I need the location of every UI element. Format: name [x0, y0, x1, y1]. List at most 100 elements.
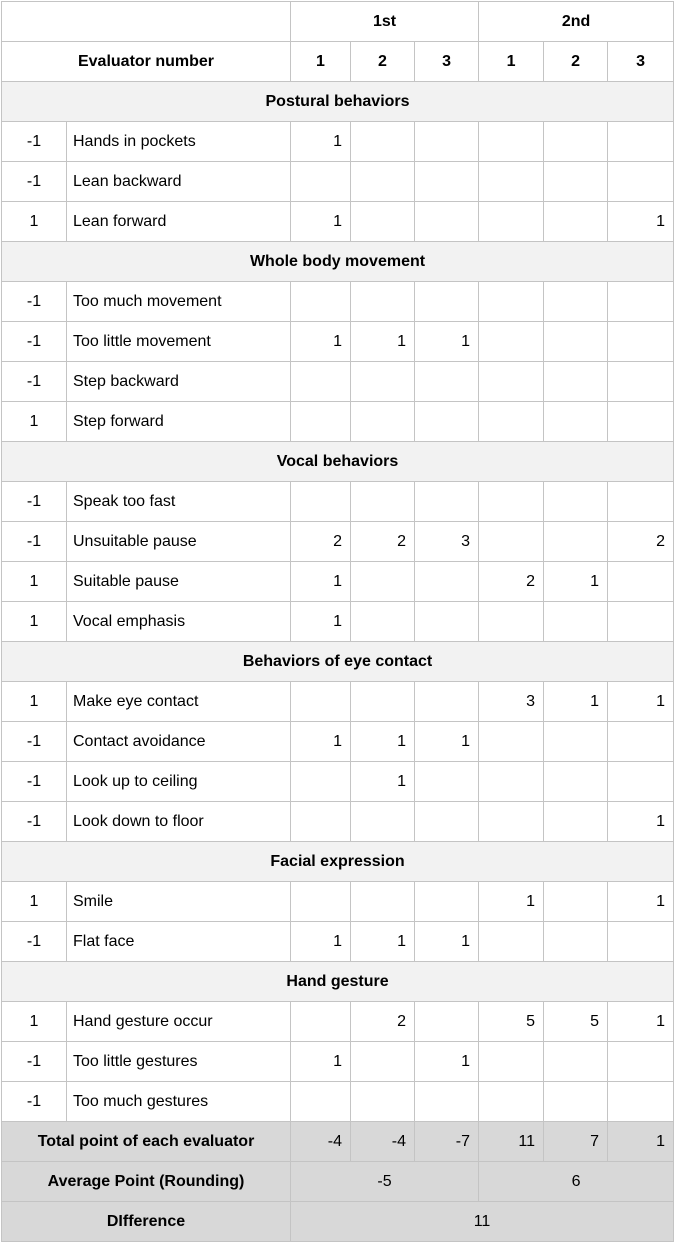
section-header-row: Vocal behaviors	[0, 441, 674, 482]
weight-cell: -1	[1, 921, 67, 962]
score-cell	[543, 761, 609, 802]
score-cell: 1	[413, 921, 480, 962]
table-footer: Total point of each evaluator -4 -4 -7 1…	[1, 1121, 674, 1242]
score-cell	[413, 681, 480, 722]
score-cell: 1	[607, 681, 674, 722]
score-cell	[290, 761, 351, 802]
score-cell	[543, 1041, 609, 1082]
score-cell: 1	[290, 921, 351, 962]
score-cell	[607, 1041, 674, 1082]
score-cell: 5	[478, 1001, 545, 1042]
score-cell: 1	[607, 1001, 674, 1042]
behavior-label: Look up to ceiling	[66, 761, 291, 802]
score-cell	[350, 601, 415, 642]
score-cell: 1	[290, 601, 351, 642]
behavior-label: Too much movement	[66, 281, 291, 322]
score-cell: 1	[607, 201, 674, 242]
score-cell: 1	[350, 321, 415, 362]
score-cell	[478, 1041, 545, 1082]
behavior-row: 1 Vocal emphasis 1	[1, 601, 674, 642]
score-cell	[543, 1081, 609, 1122]
behavior-label: Make eye contact	[66, 681, 291, 722]
behavior-row: -1 Look up to ceiling 1	[1, 761, 674, 802]
score-cell	[607, 401, 674, 442]
weight-cell: -1	[1, 361, 67, 402]
score-cell	[543, 881, 609, 922]
score-cell	[543, 161, 609, 202]
behavior-row: -1 Too much movement	[1, 281, 674, 322]
score-cell	[543, 321, 609, 362]
score-cell: 1	[543, 561, 609, 602]
score-cell	[478, 921, 545, 962]
behavior-label: Hand gesture occur	[66, 1001, 291, 1042]
total-cell: -4	[350, 1121, 415, 1162]
behavior-row: -1 Look down to floor 1	[1, 801, 674, 842]
weight-cell: -1	[1, 1081, 67, 1122]
score-cell	[543, 801, 609, 842]
score-cell	[543, 721, 609, 762]
score-cell	[478, 601, 545, 642]
behavior-label: Unsuitable pause	[66, 521, 291, 562]
behavior-row: -1 Contact avoidance 1 1 1	[1, 721, 674, 762]
behavior-row: -1 Speak too fast	[1, 481, 674, 522]
section-title: Hand gesture	[0, 961, 674, 1002]
weight-cell: 1	[1, 401, 67, 442]
score-cell: 1	[543, 681, 609, 722]
difference-row: DIfference 11	[1, 1201, 674, 1242]
weight-cell: 1	[1, 1001, 67, 1042]
score-cell	[413, 761, 480, 802]
weight-cell: 1	[1, 881, 67, 922]
score-cell	[543, 361, 609, 402]
score-cell	[607, 1081, 674, 1122]
section-title: Vocal behaviors	[0, 441, 674, 482]
score-cell	[350, 161, 415, 202]
score-cell	[290, 361, 351, 402]
behavior-label: Hands in pockets	[66, 121, 291, 162]
score-cell	[478, 761, 545, 802]
behavior-row: 1 Smile 1 1	[1, 881, 674, 922]
score-cell	[478, 801, 545, 842]
score-cell	[413, 281, 480, 322]
score-cell	[413, 881, 480, 922]
evaluator-number-label: Evaluator number	[1, 41, 291, 82]
score-cell: 1	[478, 881, 545, 922]
score-cell	[478, 281, 545, 322]
section-header-row: Postural behaviors	[0, 81, 674, 122]
score-cell	[290, 881, 351, 922]
score-cell	[350, 201, 415, 242]
score-cell	[290, 161, 351, 202]
section-title: Behaviors of eye contact	[0, 641, 674, 682]
total-cell: -4	[290, 1121, 351, 1162]
behavior-row: -1 Too much gestures	[1, 1081, 674, 1122]
behavior-label: Smile	[66, 881, 291, 922]
score-cell	[290, 1081, 351, 1122]
total-cell: 7	[543, 1121, 609, 1162]
score-cell	[290, 401, 351, 442]
total-cell: 1	[607, 1121, 674, 1162]
evaluator-header-cell: 3	[413, 41, 480, 82]
score-cell	[607, 721, 674, 762]
behavior-label: Too little gestures	[66, 1041, 291, 1082]
evaluator-header-cell: 1	[290, 41, 351, 82]
session-1-header: 1st	[289, 1, 480, 42]
score-cell	[413, 1001, 480, 1042]
section-title: Facial expression	[0, 841, 674, 882]
weight-cell: 1	[1, 601, 67, 642]
weight-cell: -1	[1, 321, 67, 362]
weight-cell: -1	[1, 481, 67, 522]
weight-cell: -1	[1, 761, 67, 802]
score-cell	[543, 481, 609, 522]
behavior-label: Suitable pause	[66, 561, 291, 602]
corner-cell	[1, 1, 291, 42]
average-row: Average Point (Rounding) -5 6	[1, 1161, 674, 1202]
total-cell: -7	[413, 1121, 480, 1162]
score-cell: 1	[607, 881, 674, 922]
score-cell	[350, 1081, 415, 1122]
score-cell: 3	[413, 521, 480, 562]
weight-cell: -1	[1, 801, 67, 842]
behavior-row: 1 Lean forward 1 1	[1, 201, 674, 242]
score-cell	[413, 601, 480, 642]
totals-label: Total point of each evaluator	[1, 1121, 291, 1162]
score-cell	[478, 1081, 545, 1122]
